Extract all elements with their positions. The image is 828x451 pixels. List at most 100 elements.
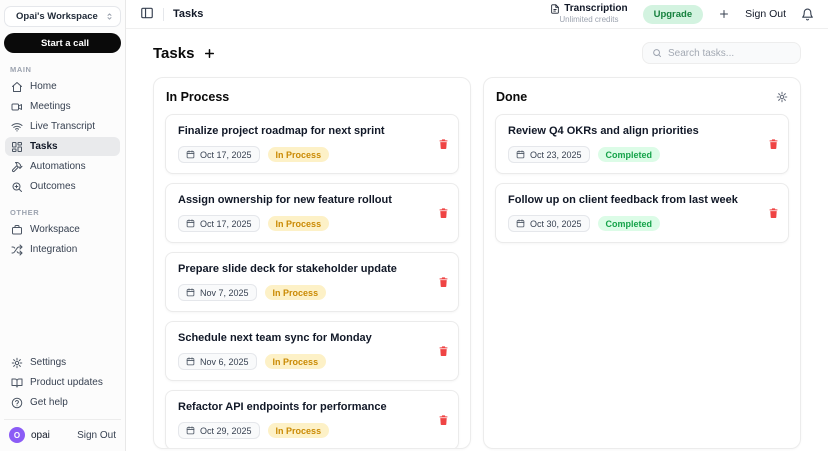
gear-icon <box>776 91 788 103</box>
sidebar-item-settings[interactable]: Settings <box>5 353 120 372</box>
tasks-icon <box>11 141 23 153</box>
task-date-text: Oct 30, 2025 <box>530 218 582 229</box>
task-card: Finalize project roadmap for next sprint… <box>165 114 459 174</box>
sidebar-toggle-button[interactable] <box>140 6 154 23</box>
task-card: Schedule next team sync for Monday Nov 6… <box>165 321 459 381</box>
task-title: Review Q4 OKRs and align priorities <box>508 125 699 137</box>
task-title: Prepare slide deck for stakeholder updat… <box>178 263 397 275</box>
breadcrumb: Tasks <box>173 8 204 20</box>
search-input[interactable] <box>668 47 791 59</box>
calendar-icon <box>516 150 525 159</box>
task-status-badge: In Process <box>264 285 327 300</box>
task-date-text: Oct 17, 2025 <box>200 149 252 160</box>
column-title: Done <box>496 90 528 104</box>
sidebar-item-product-updates[interactable]: Product updates <box>5 373 120 392</box>
meetings-icon <box>11 101 23 113</box>
sidebar-item-home[interactable]: Home <box>5 77 120 96</box>
workspace-selector[interactable]: Opai's Workspace <box>4 6 121 41</box>
plus-icon <box>718 8 730 20</box>
task-due-date: Nov 6, 2025 <box>178 353 257 370</box>
start-call-button[interactable]: Start a call <box>4 33 121 65</box>
delete-task-button[interactable] <box>438 138 449 150</box>
delete-task-button[interactable] <box>438 345 449 357</box>
delete-task-button[interactable] <box>438 207 449 219</box>
task-status-badge: Completed <box>597 216 661 231</box>
document-icon <box>550 4 560 14</box>
sidebar-item-label: Tasks <box>30 141 58 152</box>
sidebar-item-label: Home <box>30 81 57 92</box>
chevron-updown-icon <box>105 12 114 21</box>
trash-icon <box>438 345 449 357</box>
sidebar-item-workspace[interactable]: Workspace <box>5 220 120 239</box>
sidebar-item-label: Get help <box>30 397 68 408</box>
calendar-icon <box>186 219 195 228</box>
sidebar-item-label: Workspace <box>30 224 80 235</box>
workspace-icon <box>11 224 23 236</box>
main-area: Tasks Transcription Unlimited credits Up… <box>126 0 828 451</box>
delete-task-button[interactable] <box>768 207 779 219</box>
sidebar-item-tasks[interactable]: Tasks <box>5 137 120 156</box>
task-due-date: Oct 17, 2025 <box>178 146 260 163</box>
task-list: Finalize project roadmap for next sprint… <box>165 114 459 448</box>
transcription-subtitle: Unlimited credits <box>559 15 619 25</box>
task-meta: Oct 29, 2025 In Process <box>178 422 428 439</box>
delete-task-button[interactable] <box>768 138 779 150</box>
calendar-icon <box>186 426 195 435</box>
page-title: Tasks <box>153 44 195 62</box>
task-column-in-process: In Process Finalize project roadmap for … <box>153 77 471 449</box>
task-meta: Oct 23, 2025 Completed <box>508 146 758 163</box>
topbar: Tasks Transcription Unlimited credits Up… <box>126 0 828 29</box>
bell-icon <box>801 8 814 21</box>
sidebar-item-get-help[interactable]: Get help <box>5 393 120 412</box>
task-title: Refactor API endpoints for performance <box>178 401 387 413</box>
topbar-sign-out-link[interactable]: Sign Out <box>745 8 786 20</box>
sidebar-item-label: Outcomes <box>30 181 76 192</box>
user-row: O opai Sign Out <box>4 419 121 451</box>
task-status-badge: In Process <box>267 147 330 162</box>
sidebar-item-automations[interactable]: Automations <box>5 157 120 176</box>
task-status-badge: Completed <box>597 147 661 162</box>
sidebar-item-meetings[interactable]: Meetings <box>5 97 120 116</box>
sidebar-item-label: Meetings <box>30 101 71 112</box>
transcription-title: Transcription <box>564 2 628 14</box>
calendar-icon <box>516 219 525 228</box>
integration-icon <box>11 244 23 256</box>
add-button[interactable] <box>718 8 730 20</box>
user-name: opai <box>31 429 50 441</box>
trash-icon <box>768 138 779 150</box>
task-column-done: Done Review Q4 OKRs and align priorities… <box>483 77 801 449</box>
sidebar-nav: MAIN Home Meetings Live Transcript Tasks… <box>4 53 121 260</box>
task-due-date: Nov 7, 2025 <box>178 284 257 301</box>
sidebar-item-live-transcript[interactable]: Live Transcript <box>5 117 120 136</box>
add-task-button[interactable] <box>203 47 216 60</box>
live-transcript-icon <box>11 121 23 133</box>
calendar-icon <box>186 288 195 297</box>
calendar-icon <box>186 150 195 159</box>
workspace-name: Opai's Workspace <box>16 11 98 22</box>
task-due-date: Oct 30, 2025 <box>508 215 590 232</box>
column-header: Done <box>496 90 788 104</box>
sidebar-sign-out-link[interactable]: Sign Out <box>77 429 116 441</box>
sidebar-item-outcomes[interactable]: Outcomes <box>5 177 120 196</box>
upgrade-button[interactable]: Upgrade <box>642 4 704 24</box>
delete-task-button[interactable] <box>438 414 449 426</box>
start-call-label: Start a call <box>40 37 90 49</box>
home-icon <box>11 81 23 93</box>
notifications-button[interactable] <box>801 8 814 21</box>
delete-task-button[interactable] <box>438 276 449 288</box>
task-card: Assign ownership for new feature rollout… <box>165 183 459 243</box>
column-settings-button[interactable] <box>776 91 788 103</box>
trash-icon <box>438 207 449 219</box>
sidebar-item-label: Integration <box>30 244 78 255</box>
task-meta: Oct 30, 2025 Completed <box>508 215 758 232</box>
task-status-badge: In Process <box>267 216 330 231</box>
task-date-text: Nov 6, 2025 <box>200 356 249 367</box>
search-box <box>642 42 801 64</box>
topbar-divider <box>163 7 164 21</box>
sidebar-item-label: Settings <box>30 357 67 368</box>
sidebar-item-integration[interactable]: Integration <box>5 240 120 259</box>
task-card: Review Q4 OKRs and align priorities Oct … <box>495 114 789 174</box>
task-card: Prepare slide deck for stakeholder updat… <box>165 252 459 312</box>
plus-icon <box>203 47 216 60</box>
